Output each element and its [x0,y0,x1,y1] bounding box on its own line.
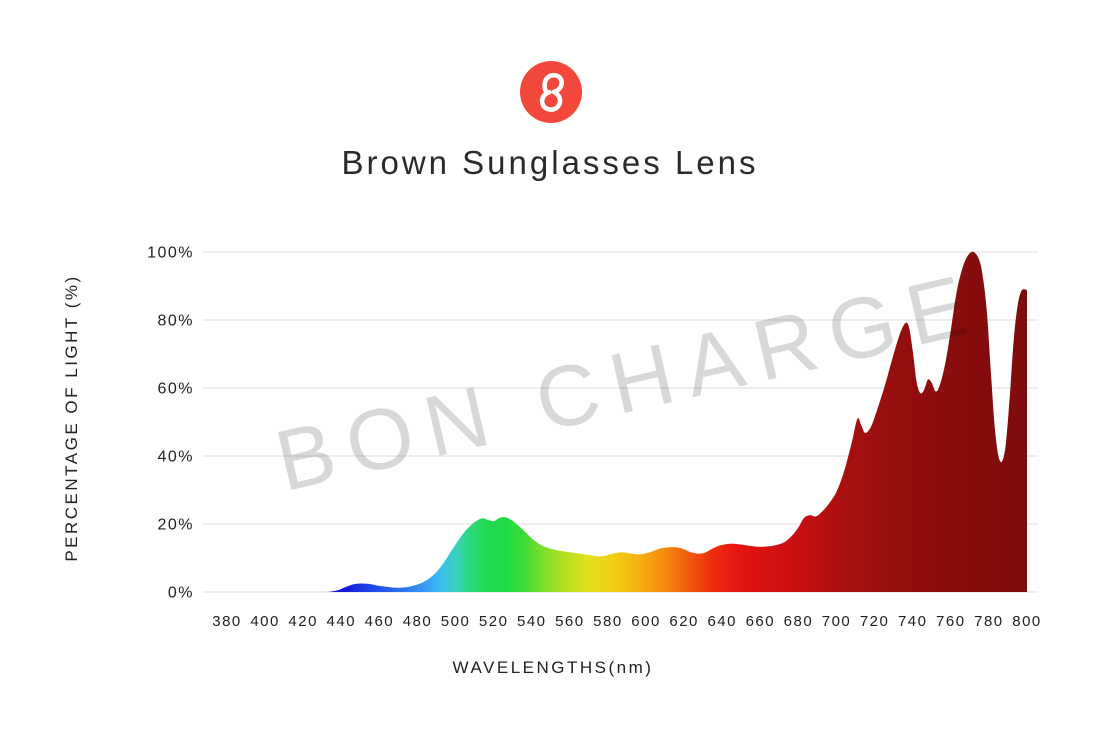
x-tick-label-420: 420 [288,613,318,630]
x-tick-label-600: 600 [631,613,661,630]
x-tick-label-680: 680 [784,613,814,630]
x-tick-label-380: 380 [212,613,242,630]
x-tick-label-580: 580 [593,613,623,630]
bon-charge-logo-icon [520,61,582,123]
x-tick-label-800: 800 [1012,613,1042,630]
x-tick-label-500: 500 [441,613,471,630]
x-tick-label-640: 640 [707,613,737,630]
transmission-curve-area [227,251,1027,593]
page-title: Brown Sunglasses Lens [341,144,759,181]
x-tick-label-520: 520 [479,613,509,630]
y-axis-title: PERCENTAGE OF LIGHT (%) [62,274,81,562]
x-tick-label-400: 400 [250,613,280,630]
y-tick-label-60: 60% [157,381,194,398]
x-tick-label-480: 480 [403,613,433,630]
y-tick-label-40: 40% [157,449,194,466]
x-axis-title: WAVELENGTHS(nm) [452,658,654,677]
y-tick-label-80: 80% [157,313,194,330]
x-tick-label-720: 720 [860,613,890,630]
x-tick-label-740: 740 [898,613,928,630]
x-tick-label-540: 540 [517,613,547,630]
x-tick-label-760: 760 [936,613,966,630]
x-tick-label-700: 700 [822,613,852,630]
x-tick-label-440: 440 [327,613,357,630]
x-tick-label-620: 620 [669,613,699,630]
x-tick-label-560: 560 [555,613,585,630]
bon-charge-logo [520,61,582,123]
x-tick-label-780: 780 [974,613,1004,630]
x-tick-label-660: 660 [746,613,776,630]
y-tick-label-0: 0% [168,585,194,602]
x-tick-label-460: 460 [365,613,395,630]
y-tick-label-20: 20% [157,517,194,534]
y-tick-label-100: 100% [147,245,194,262]
